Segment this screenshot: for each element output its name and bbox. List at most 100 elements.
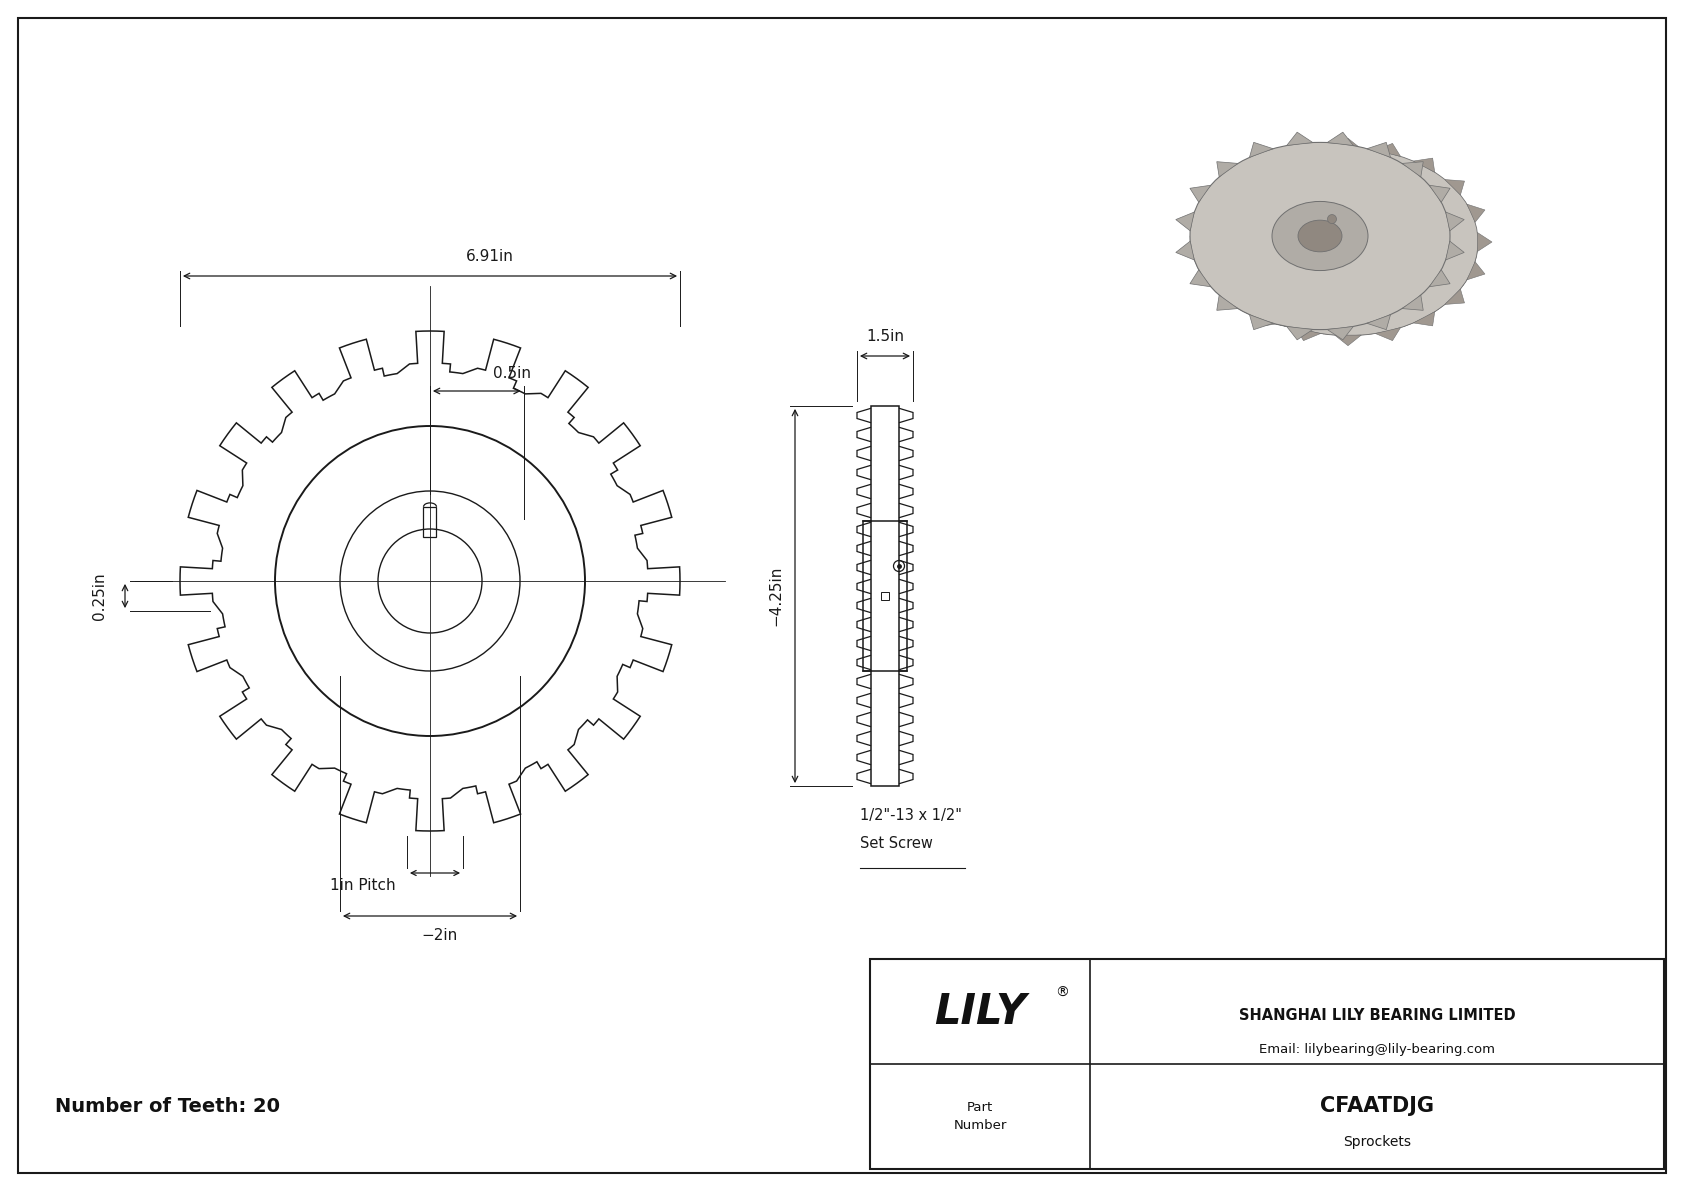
Polygon shape [1290, 326, 1324, 333]
Polygon shape [1335, 335, 1361, 345]
Polygon shape [1175, 241, 1194, 260]
Polygon shape [1191, 241, 1219, 252]
Polygon shape [1327, 326, 1354, 339]
Polygon shape [1394, 310, 1428, 319]
Polygon shape [1175, 212, 1194, 231]
Bar [871, 959, 1664, 1170]
Polygon shape [1224, 299, 1258, 308]
Polygon shape [1303, 329, 1337, 336]
Polygon shape [1295, 143, 1320, 156]
Polygon shape [1204, 232, 1219, 251]
Polygon shape [1231, 180, 1251, 195]
Polygon shape [1445, 180, 1465, 195]
Polygon shape [1403, 162, 1423, 177]
Polygon shape [1477, 232, 1492, 251]
Polygon shape [1403, 295, 1423, 311]
Ellipse shape [1218, 149, 1479, 336]
Text: LILY: LILY [935, 991, 1026, 1033]
Polygon shape [1445, 256, 1475, 267]
Ellipse shape [1298, 220, 1342, 251]
Polygon shape [1219, 295, 1253, 305]
Polygon shape [1357, 324, 1393, 331]
Polygon shape [1207, 283, 1239, 294]
Polygon shape [1310, 329, 1344, 336]
Polygon shape [1383, 316, 1416, 324]
Polygon shape [1229, 303, 1263, 312]
Polygon shape [1251, 316, 1285, 324]
Polygon shape [1378, 318, 1411, 326]
Bar [871, 406, 899, 786]
Polygon shape [1364, 323, 1398, 330]
Polygon shape [1270, 323, 1303, 330]
Ellipse shape [1300, 207, 1396, 276]
Ellipse shape [1191, 143, 1450, 330]
Polygon shape [1276, 324, 1310, 331]
Polygon shape [1216, 292, 1248, 301]
Polygon shape [1376, 328, 1401, 341]
Bar [423, 507, 436, 537]
Text: −4.25in: −4.25in [768, 566, 783, 626]
Polygon shape [1430, 270, 1450, 287]
Polygon shape [1367, 143, 1391, 157]
Polygon shape [1261, 158, 1283, 173]
Polygon shape [1445, 212, 1463, 231]
Polygon shape [1450, 236, 1479, 247]
Polygon shape [1204, 279, 1236, 289]
Polygon shape [1211, 204, 1229, 223]
Polygon shape [1218, 162, 1238, 177]
Polygon shape [1367, 314, 1391, 330]
Polygon shape [1335, 138, 1361, 149]
Polygon shape [1192, 256, 1223, 267]
Polygon shape [1430, 186, 1450, 202]
Polygon shape [1425, 288, 1457, 298]
Polygon shape [1413, 312, 1435, 326]
Text: SHANGHAI LILY BEARING LIMITED: SHANGHAI LILY BEARING LIMITED [1239, 1009, 1516, 1023]
Text: 1.5in: 1.5in [866, 329, 904, 344]
Polygon shape [1295, 328, 1320, 341]
Text: CFAATDJG: CFAATDJG [1320, 1096, 1435, 1116]
Polygon shape [1435, 275, 1467, 285]
Polygon shape [1389, 312, 1423, 322]
Polygon shape [1234, 306, 1268, 316]
Polygon shape [1330, 329, 1366, 336]
Polygon shape [1401, 306, 1433, 316]
Polygon shape [1467, 204, 1485, 223]
Polygon shape [1450, 241, 1479, 252]
Polygon shape [1428, 283, 1460, 294]
Text: −2in: −2in [423, 928, 458, 943]
Polygon shape [1413, 158, 1435, 173]
Text: Sprockets: Sprockets [1344, 1135, 1411, 1148]
Polygon shape [1250, 143, 1273, 157]
Polygon shape [1231, 289, 1251, 305]
Polygon shape [1344, 326, 1379, 333]
Polygon shape [1239, 310, 1273, 319]
Polygon shape [1324, 329, 1359, 336]
Polygon shape [1199, 270, 1229, 281]
Polygon shape [1467, 262, 1485, 280]
Polygon shape [1194, 261, 1224, 272]
Polygon shape [1250, 314, 1273, 330]
Text: Email: lilybearing@lily-bearing.com: Email: lilybearing@lily-bearing.com [1260, 1043, 1495, 1055]
Text: 1in Pitch: 1in Pitch [330, 878, 396, 893]
Polygon shape [1442, 266, 1472, 276]
Polygon shape [1287, 132, 1314, 145]
Polygon shape [1438, 270, 1468, 281]
Text: Number of Teeth: 20: Number of Teeth: 20 [56, 1097, 280, 1116]
Polygon shape [1411, 299, 1443, 308]
Polygon shape [1191, 247, 1219, 257]
Polygon shape [1212, 288, 1244, 298]
Polygon shape [1297, 328, 1330, 335]
Text: 6.91in: 6.91in [466, 249, 514, 264]
Bar [881, 592, 889, 600]
Polygon shape [1197, 266, 1228, 276]
Bar [862, 520, 908, 671]
Polygon shape [1263, 320, 1297, 329]
Polygon shape [1287, 326, 1314, 339]
Polygon shape [1256, 318, 1292, 326]
Ellipse shape [1271, 201, 1367, 270]
Text: ®: ® [1054, 986, 1069, 999]
Polygon shape [1327, 132, 1354, 145]
Polygon shape [1191, 186, 1211, 202]
Polygon shape [1317, 330, 1352, 336]
Polygon shape [1261, 312, 1283, 326]
